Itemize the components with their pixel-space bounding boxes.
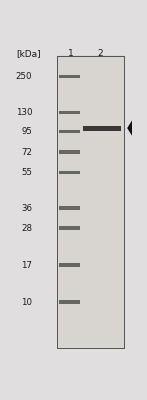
Bar [59, 171, 80, 174]
Bar [59, 300, 80, 304]
Bar [59, 264, 80, 267]
Bar [59, 226, 80, 230]
Text: 1: 1 [68, 49, 74, 58]
Text: [kDa]: [kDa] [16, 49, 41, 58]
Text: 17: 17 [21, 261, 32, 270]
Bar [57, 56, 124, 348]
Text: 72: 72 [21, 148, 32, 157]
Bar [57, 56, 124, 348]
Bar [59, 130, 80, 134]
Text: 10: 10 [21, 298, 32, 306]
Text: 250: 250 [16, 72, 32, 81]
Bar [59, 75, 80, 78]
Polygon shape [127, 116, 135, 140]
Text: 55: 55 [21, 168, 32, 177]
Text: 95: 95 [21, 127, 32, 136]
Bar [59, 111, 80, 114]
Bar [59, 206, 80, 210]
Bar [59, 150, 80, 154]
Text: 130: 130 [16, 108, 32, 117]
Text: 36: 36 [21, 204, 32, 213]
Text: 28: 28 [21, 224, 32, 233]
Bar [83, 126, 121, 130]
Text: 2: 2 [98, 49, 103, 58]
